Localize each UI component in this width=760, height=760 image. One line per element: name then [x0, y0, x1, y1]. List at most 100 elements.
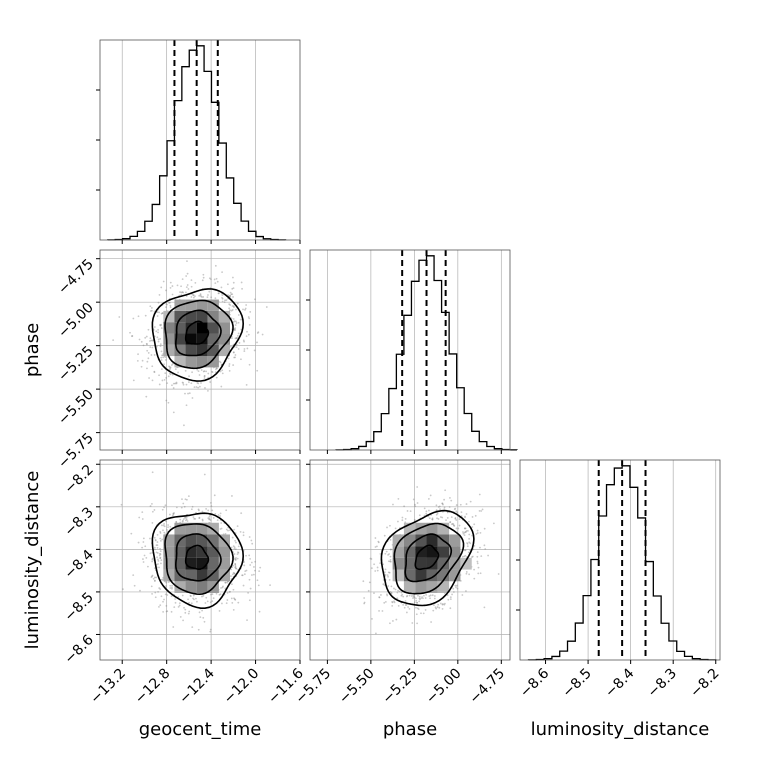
- scatter-point: [221, 300, 224, 303]
- scatter-point: [171, 586, 173, 589]
- scatter-point: [230, 568, 233, 571]
- scatter-point: [233, 553, 236, 555]
- scatter-point: [234, 329, 236, 331]
- scatter-point: [236, 553, 239, 556]
- scatter-point: [198, 611, 201, 614]
- density-cell: [460, 557, 472, 570]
- scatter-point: [203, 375, 206, 377]
- scatter-point: [235, 541, 237, 544]
- scatter-point: [468, 533, 471, 536]
- scatter-point: [237, 348, 240, 350]
- scatter-point: [149, 337, 152, 340]
- scatter-point: [479, 546, 481, 549]
- scatter-point: [155, 330, 158, 333]
- scatter-point: [461, 594, 464, 596]
- scatter-point: [384, 568, 387, 571]
- scatter-point: [140, 365, 143, 368]
- scatter-point: [229, 291, 232, 294]
- scatter-point: [418, 597, 421, 600]
- scatter-point: [239, 530, 242, 533]
- scatter-point: [228, 365, 231, 367]
- scatter-point: [478, 510, 481, 512]
- density-cell: [426, 522, 438, 535]
- scatter-point: [154, 579, 156, 582]
- scatter-point: [465, 531, 467, 533]
- scatter-point: [218, 360, 221, 363]
- scatter-point: [401, 516, 404, 519]
- scatter-point: [181, 291, 184, 293]
- scatter-point: [413, 601, 416, 604]
- scatter-point: [477, 566, 480, 569]
- scatter-point: [171, 384, 173, 387]
- scatter-point: [439, 602, 442, 605]
- scatter-point: [190, 296, 193, 298]
- x-axis-label-phase: phase: [383, 719, 437, 740]
- scatter-point: [246, 619, 248, 622]
- scatter-point: [424, 609, 427, 611]
- scatter-point: [158, 374, 160, 377]
- scatter-point: [449, 521, 451, 524]
- scatter-point: [248, 363, 251, 366]
- scatter-point: [235, 322, 238, 324]
- scatter-point: [233, 572, 236, 575]
- scatter-point: [443, 506, 446, 509]
- scatter-point: [226, 581, 229, 584]
- scatter-point: [169, 367, 172, 370]
- scatter-point: [159, 324, 161, 326]
- scatter-point: [445, 519, 447, 522]
- scatter-point: [243, 348, 246, 350]
- scatter-point: [159, 343, 162, 346]
- scatter-point: [160, 595, 163, 598]
- scatter-point: [219, 512, 222, 515]
- scatter-point: [242, 339, 245, 342]
- scatter-point: [205, 596, 208, 599]
- density-cell: [392, 557, 404, 570]
- scatter-point: [156, 556, 158, 559]
- scatter-point: [228, 369, 231, 372]
- scatter-point: [188, 392, 191, 395]
- scatter-point: [421, 596, 423, 598]
- scatter-point: [230, 546, 233, 549]
- scatter-point: [201, 595, 203, 598]
- scatter-point: [162, 600, 164, 603]
- scatter-point: [247, 333, 250, 336]
- scatter-point: [256, 332, 259, 334]
- scatter-point: [209, 381, 212, 383]
- scatter-point: [156, 546, 159, 549]
- scatter-point: [179, 616, 182, 618]
- scatter-point: [171, 373, 174, 376]
- scatter-point: [476, 562, 479, 565]
- scatter-point: [184, 517, 186, 519]
- scatter-point: [465, 503, 468, 505]
- scatter-point: [158, 311, 161, 314]
- scatter-point: [151, 510, 154, 513]
- scatter-point: [374, 546, 377, 548]
- scatter-point: [234, 327, 237, 330]
- scatter-point: [221, 296, 223, 299]
- scatter-point: [155, 551, 158, 554]
- scatter-point: [394, 588, 397, 591]
- scatter-point: [403, 505, 406, 508]
- density-cell: [163, 333, 175, 345]
- scatter-point: [171, 587, 173, 590]
- scatter-point: [229, 590, 231, 593]
- scatter-point: [214, 282, 217, 285]
- contour-level: [184, 544, 210, 570]
- scatter-point: [207, 294, 209, 296]
- scatter-point: [231, 536, 234, 539]
- scatter-point: [159, 557, 162, 560]
- scatter-point: [171, 285, 174, 287]
- scatter-point: [190, 279, 193, 282]
- scatter-point: [474, 514, 477, 517]
- scatter-point: [462, 531, 464, 533]
- scatter-point: [169, 306, 172, 309]
- scatter-point: [393, 587, 395, 590]
- scatter-point: [386, 594, 389, 597]
- scatter-point: [172, 512, 175, 515]
- scatter-point: [230, 575, 232, 577]
- scatter-point: [467, 551, 470, 554]
- scatter-point: [437, 506, 440, 508]
- scatter-point: [449, 596, 452, 599]
- scatter-point: [243, 340, 245, 343]
- scatter-point: [391, 604, 394, 607]
